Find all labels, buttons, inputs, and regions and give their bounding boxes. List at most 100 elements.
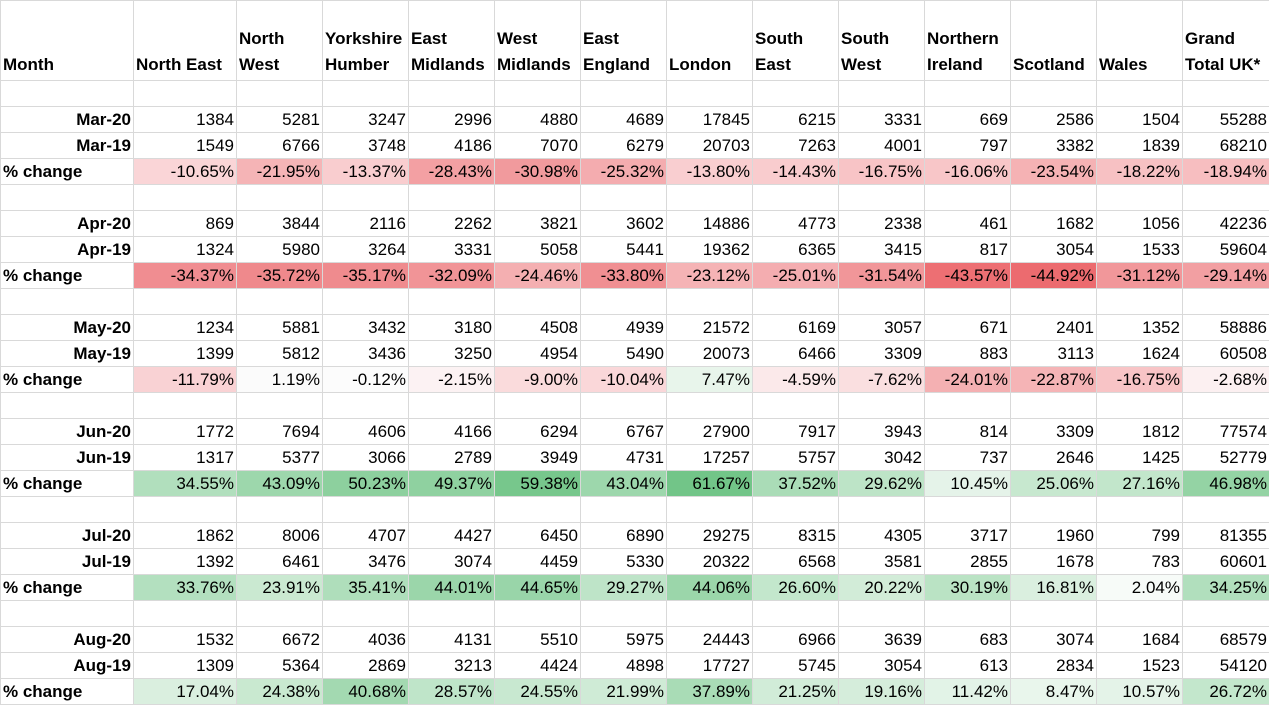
value-cell[interactable]: 3113 — [1011, 341, 1097, 367]
row-label[interactable]: Mar-19 — [1, 133, 134, 159]
empty-cell[interactable] — [1, 289, 134, 315]
empty-cell[interactable] — [1, 185, 134, 211]
percent-change-cell[interactable]: -24.01% — [925, 367, 1011, 393]
value-cell[interactable]: 3331 — [409, 237, 495, 263]
percent-change-cell[interactable]: -30.98% — [495, 159, 581, 185]
percent-change-cell[interactable]: 26.72% — [1183, 679, 1269, 705]
empty-cell[interactable] — [753, 601, 839, 627]
value-cell[interactable]: 4131 — [409, 627, 495, 653]
percent-change-cell[interactable]: -10.04% — [581, 367, 667, 393]
value-cell[interactable]: 1678 — [1011, 549, 1097, 575]
value-cell[interactable]: 3382 — [1011, 133, 1097, 159]
value-cell[interactable]: 737 — [925, 445, 1011, 471]
empty-cell[interactable] — [667, 81, 753, 107]
value-cell[interactable]: 4898 — [581, 653, 667, 679]
percent-change-cell[interactable]: -25.32% — [581, 159, 667, 185]
value-cell[interactable]: 3639 — [839, 627, 925, 653]
value-cell[interactable]: 60508 — [1183, 341, 1269, 367]
value-cell[interactable]: 6169 — [753, 315, 839, 341]
value-cell[interactable]: 3074 — [1011, 627, 1097, 653]
empty-cell[interactable] — [323, 393, 409, 419]
empty-cell[interactable] — [1097, 601, 1183, 627]
value-cell[interactable]: 3581 — [839, 549, 925, 575]
value-cell[interactable]: 4606 — [323, 419, 409, 445]
value-cell[interactable]: 5377 — [237, 445, 323, 471]
value-cell[interactable]: 3054 — [1011, 237, 1097, 263]
value-cell[interactable]: 1234 — [134, 315, 237, 341]
row-label[interactable]: % change — [1, 367, 134, 393]
value-cell[interactable]: 58886 — [1183, 315, 1269, 341]
percent-change-cell[interactable]: -31.12% — [1097, 263, 1183, 289]
value-cell[interactable]: 1056 — [1097, 211, 1183, 237]
empty-cell[interactable] — [495, 185, 581, 211]
empty-cell[interactable] — [323, 497, 409, 523]
value-cell[interactable]: 5745 — [753, 653, 839, 679]
value-cell[interactable]: 1549 — [134, 133, 237, 159]
value-cell[interactable]: 1317 — [134, 445, 237, 471]
empty-cell[interactable] — [839, 497, 925, 523]
empty-cell[interactable] — [495, 497, 581, 523]
value-cell[interactable]: 1523 — [1097, 653, 1183, 679]
percent-change-cell[interactable]: 26.60% — [753, 575, 839, 601]
empty-cell[interactable] — [495, 289, 581, 315]
percent-change-cell[interactable]: -18.94% — [1183, 159, 1269, 185]
row-label[interactable]: Apr-19 — [1, 237, 134, 263]
percent-change-cell[interactable]: 43.04% — [581, 471, 667, 497]
column-header[interactable]: London — [667, 1, 753, 81]
percent-change-cell[interactable]: -7.62% — [839, 367, 925, 393]
value-cell[interactable]: 1532 — [134, 627, 237, 653]
value-cell[interactable]: 671 — [925, 315, 1011, 341]
empty-cell[interactable] — [134, 185, 237, 211]
empty-cell[interactable] — [925, 601, 1011, 627]
value-cell[interactable]: 4186 — [409, 133, 495, 159]
value-cell[interactable]: 3436 — [323, 341, 409, 367]
value-cell[interactable]: 869 — [134, 211, 237, 237]
value-cell[interactable]: 4427 — [409, 523, 495, 549]
percent-change-cell[interactable]: -16.06% — [925, 159, 1011, 185]
percent-change-cell[interactable]: 2.04% — [1097, 575, 1183, 601]
value-cell[interactable]: 683 — [925, 627, 1011, 653]
value-cell[interactable]: 814 — [925, 419, 1011, 445]
percent-change-cell[interactable]: -10.65% — [134, 159, 237, 185]
value-cell[interactable]: 1682 — [1011, 211, 1097, 237]
value-cell[interactable]: 17257 — [667, 445, 753, 471]
empty-cell[interactable] — [581, 393, 667, 419]
empty-cell[interactable] — [925, 393, 1011, 419]
percent-change-cell[interactable]: -21.95% — [237, 159, 323, 185]
value-cell[interactable]: 19362 — [667, 237, 753, 263]
value-cell[interactable]: 52779 — [1183, 445, 1269, 471]
empty-cell[interactable] — [495, 81, 581, 107]
value-cell[interactable]: 3042 — [839, 445, 925, 471]
value-cell[interactable]: 3821 — [495, 211, 581, 237]
value-cell[interactable]: 1533 — [1097, 237, 1183, 263]
percent-change-cell[interactable]: -29.14% — [1183, 263, 1269, 289]
percent-change-cell[interactable]: -43.57% — [925, 263, 1011, 289]
value-cell[interactable]: 7917 — [753, 419, 839, 445]
value-cell[interactable]: 5881 — [237, 315, 323, 341]
percent-change-cell[interactable]: -16.75% — [1097, 367, 1183, 393]
value-cell[interactable]: 4459 — [495, 549, 581, 575]
row-label[interactable]: May-19 — [1, 341, 134, 367]
value-cell[interactable]: 1812 — [1097, 419, 1183, 445]
percent-change-cell[interactable]: 59.38% — [495, 471, 581, 497]
percent-change-cell[interactable]: 25.06% — [1011, 471, 1097, 497]
empty-cell[interactable] — [1011, 393, 1097, 419]
value-cell[interactable]: 799 — [1097, 523, 1183, 549]
column-header[interactable]: East England — [581, 1, 667, 81]
row-label[interactable]: May-20 — [1, 315, 134, 341]
column-header[interactable]: East Midlands — [409, 1, 495, 81]
percent-change-cell[interactable]: 61.67% — [667, 471, 753, 497]
percent-change-cell[interactable]: -25.01% — [753, 263, 839, 289]
empty-cell[interactable] — [753, 393, 839, 419]
value-cell[interactable]: 3748 — [323, 133, 409, 159]
value-cell[interactable]: 1425 — [1097, 445, 1183, 471]
value-cell[interactable]: 4954 — [495, 341, 581, 367]
empty-cell[interactable] — [1183, 289, 1269, 315]
value-cell[interactable]: 1392 — [134, 549, 237, 575]
empty-cell[interactable] — [925, 185, 1011, 211]
value-cell[interactable]: 4305 — [839, 523, 925, 549]
row-label[interactable]: Jun-20 — [1, 419, 134, 445]
value-cell[interactable]: 4773 — [753, 211, 839, 237]
percent-change-cell[interactable]: 35.41% — [323, 575, 409, 601]
empty-cell[interactable] — [1183, 393, 1269, 419]
